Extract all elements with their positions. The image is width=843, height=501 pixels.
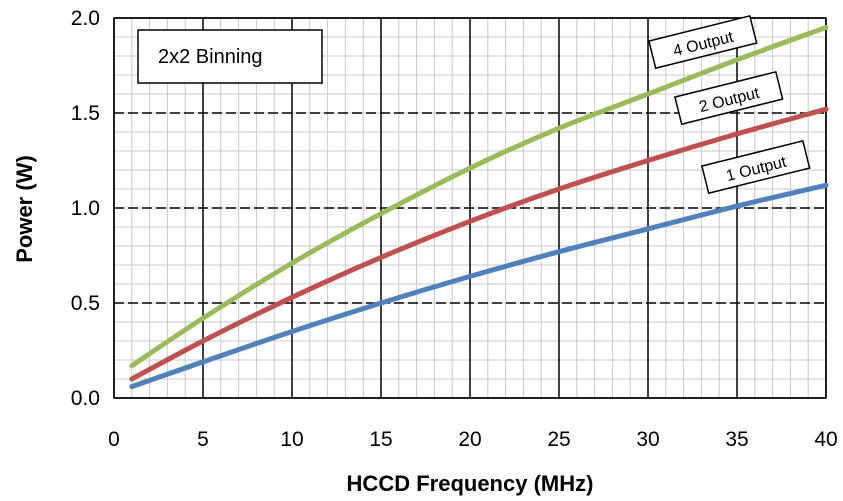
series-line-2-output [129,106,829,382]
x-axis-title: HCCD Frequency (MHz) [347,471,594,496]
x-tick-label: 30 [636,428,659,451]
series-label-box [648,14,758,70]
x-tick-label: 5 [197,428,209,451]
series-line-1-output [129,182,829,390]
x-tick-label: 10 [280,428,303,451]
y-tick-label: 0.5 [71,292,100,315]
annotation-box-frame [137,29,323,84]
x-tick-label: 20 [458,428,481,451]
x-tick-label: 15 [369,428,392,451]
y-tick-label: 0.0 [71,387,100,410]
y-tick-label: 1.5 [71,102,100,125]
x-tick-label: 40 [814,428,837,451]
x-tick-label: 35 [725,428,748,451]
y-tick-label: 1.0 [71,197,100,220]
series-label-box [701,139,811,195]
x-tick-labels: 0 5 10 15 20 25 30 35 40 [108,428,838,451]
annotation-text: 2x2 Binning [158,46,263,68]
series-label-1-output: 1 Output [701,139,811,195]
series-lines [129,25,829,390]
series-label-box [674,70,784,126]
annotation-box: 2x2 Binning [137,29,323,84]
y-tick-labels: 0.0 0.5 1.0 1.5 2.0 [71,7,100,410]
series-line-4-output [129,25,829,369]
x-tick-label: 0 [108,428,120,451]
x-tick-label: 25 [547,428,570,451]
plot-area-frame [113,17,827,399]
y-axis-title: Power (W) [12,155,37,263]
y-tick-label: 2.0 [71,7,100,30]
